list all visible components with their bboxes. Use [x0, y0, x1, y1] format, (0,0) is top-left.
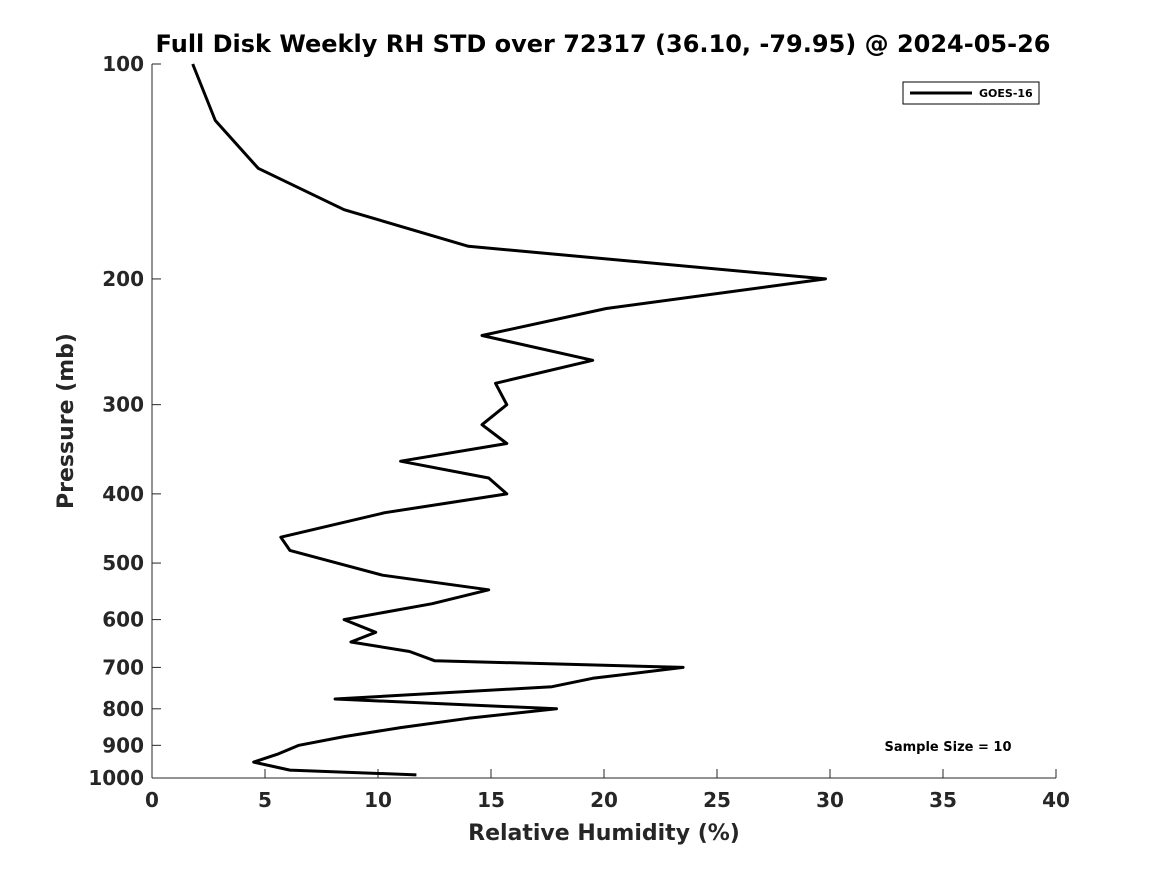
x-tick-label: 30 — [816, 788, 844, 812]
y-axis-ticks: 100 200 300 400 500 600 700 800 900 1000 — [88, 52, 161, 790]
y-tick-label: 600 — [102, 608, 144, 632]
series-line-goes-16 — [191, 63, 827, 777]
y-tick-label: 1000 — [88, 766, 144, 790]
y-tick-label: 700 — [102, 655, 144, 679]
y-tick-label: 900 — [102, 733, 144, 757]
x-axis-label: Relative Humidity (%) — [468, 821, 740, 846]
x-tick-label: 35 — [929, 788, 957, 812]
x-tick-label: 15 — [477, 788, 505, 812]
y-axis-label: Pressure (mb) — [54, 333, 79, 509]
y-tick-label: 800 — [102, 697, 144, 721]
y-tick-label: 400 — [102, 482, 144, 506]
legend: GOES-16 — [902, 81, 1040, 105]
y-tick-label: 200 — [102, 267, 144, 291]
x-tick-label: 5 — [258, 788, 272, 812]
y-tick-label: 500 — [102, 551, 144, 575]
y-tick-label: 300 — [102, 393, 144, 417]
plot-area — [152, 64, 1056, 778]
chart-title: Full Disk Weekly RH STD over 72317 (36.1… — [156, 30, 1051, 58]
legend-label-goes-16: GOES-16 — [979, 87, 1033, 100]
x-tick-label: 0 — [145, 788, 159, 812]
y-tick-label: 100 — [102, 52, 144, 76]
x-tick-label: 10 — [364, 788, 392, 812]
x-tick-label: 20 — [590, 788, 618, 812]
x-tick-label: 40 — [1042, 788, 1070, 812]
sample-size-annotation: Sample Size = 10 — [884, 740, 1011, 755]
x-axis-ticks: 0 5 10 15 20 25 30 35 40 — [145, 769, 1070, 812]
x-tick-label: 25 — [703, 788, 731, 812]
